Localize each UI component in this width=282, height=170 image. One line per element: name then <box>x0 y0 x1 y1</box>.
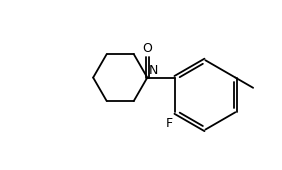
Text: F: F <box>166 116 173 130</box>
Text: O: O <box>142 42 152 55</box>
Text: N: N <box>149 64 158 76</box>
